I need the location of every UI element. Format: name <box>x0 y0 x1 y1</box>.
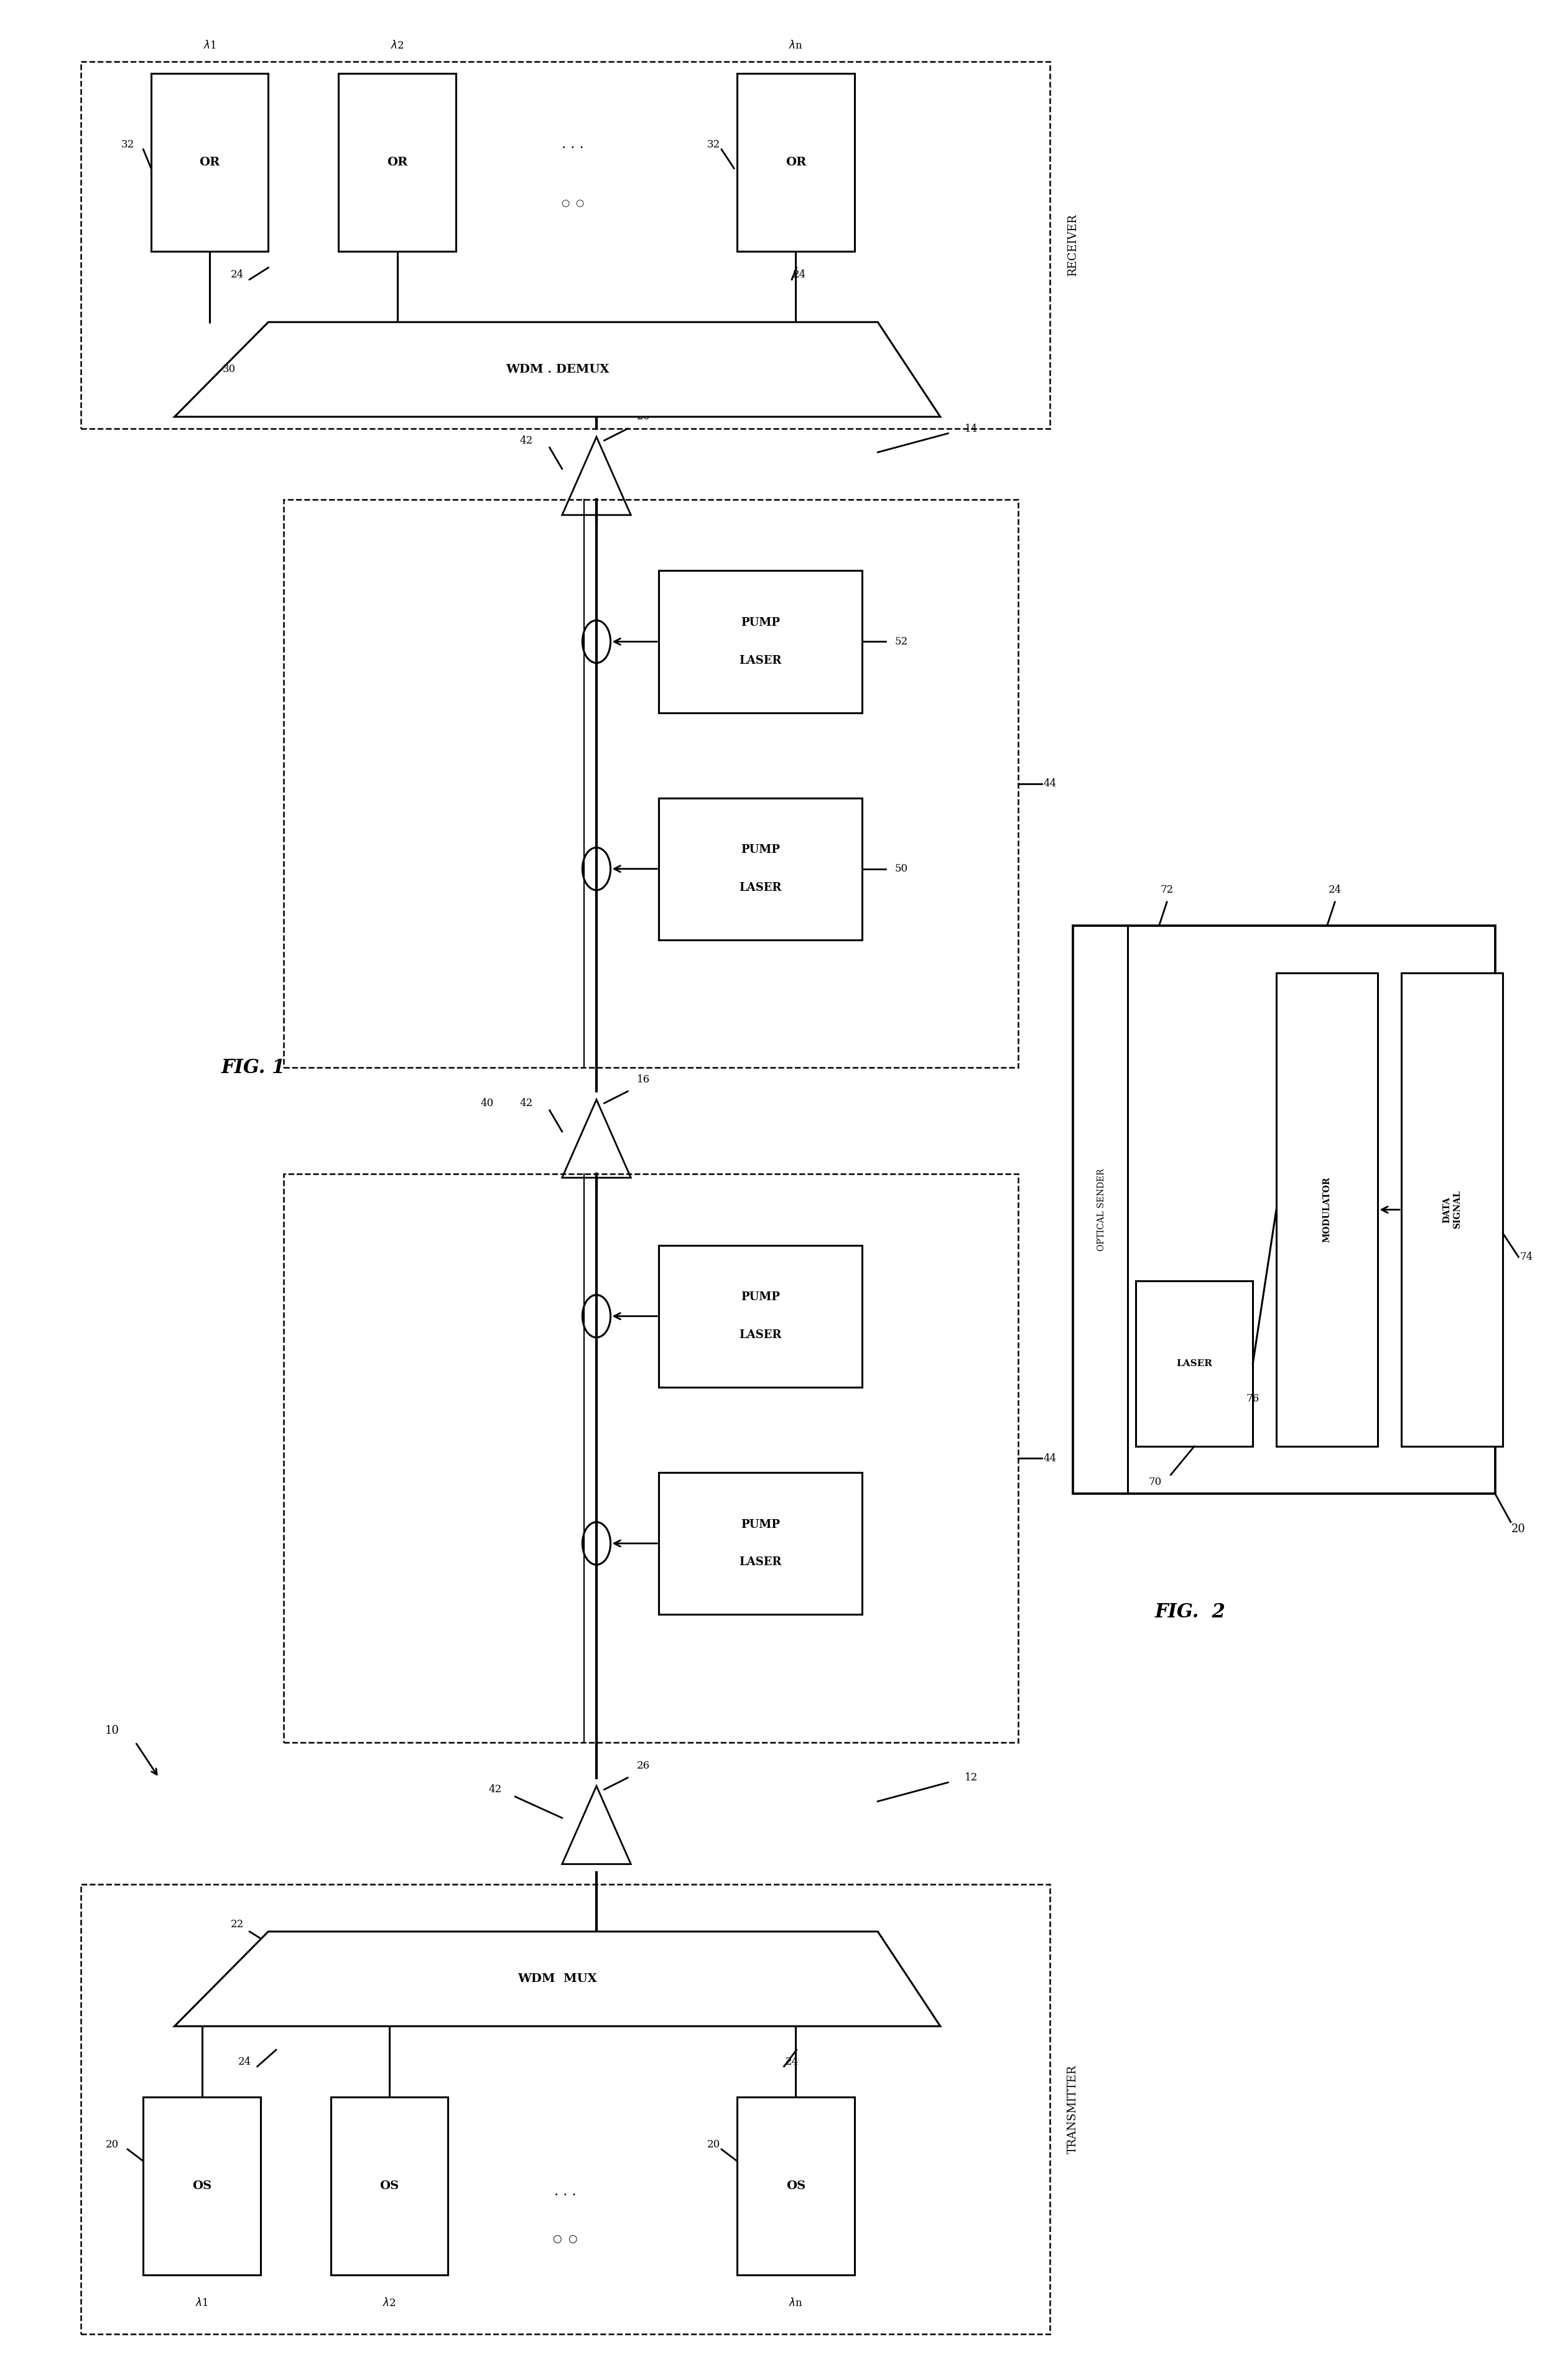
Text: 30: 30 <box>223 365 235 375</box>
Text: OS: OS <box>379 2180 400 2192</box>
Text: OR: OR <box>387 157 408 168</box>
Text: ○  ○: ○ ○ <box>561 199 585 209</box>
Text: 74: 74 <box>1519 1252 1534 1262</box>
Text: RECEIVER: RECEIVER <box>1068 213 1079 275</box>
Text: 44: 44 <box>1043 778 1057 790</box>
Text: 10: 10 <box>105 1724 119 1736</box>
Text: OR: OR <box>199 157 220 168</box>
Bar <box>80 62 1049 429</box>
Bar <box>737 74 855 251</box>
Text: FIG.  2: FIG. 2 <box>1156 1603 1226 1622</box>
Text: . . .: . . . <box>561 138 585 152</box>
Text: 24: 24 <box>786 2057 798 2066</box>
Text: 42: 42 <box>519 434 533 446</box>
Text: 32: 32 <box>121 140 135 149</box>
Text: 76: 76 <box>1247 1395 1259 1404</box>
Text: PUMP: PUMP <box>742 844 781 856</box>
Text: 70: 70 <box>1149 1475 1162 1487</box>
Text: 50: 50 <box>895 863 908 875</box>
Text: WDM  MUX: WDM MUX <box>517 1974 597 1985</box>
Text: 24: 24 <box>238 2057 251 2066</box>
Text: MODULATOR: MODULATOR <box>1323 1177 1331 1243</box>
Bar <box>659 1245 862 1388</box>
Text: LASER: LASER <box>1176 1359 1212 1369</box>
Text: OPTICAL SENDER: OPTICAL SENDER <box>1098 1169 1105 1250</box>
Text: 72: 72 <box>1160 885 1173 897</box>
Text: 52: 52 <box>895 636 908 648</box>
Text: PUMP: PUMP <box>742 1293 781 1302</box>
Text: 14: 14 <box>964 422 978 434</box>
Text: 24: 24 <box>230 270 243 280</box>
Bar <box>659 572 862 712</box>
Text: $\lambda$n: $\lambda$n <box>789 40 803 50</box>
Text: 12: 12 <box>964 1772 978 1784</box>
Text: 20: 20 <box>707 2140 720 2149</box>
Text: 22: 22 <box>230 1919 243 1931</box>
Bar <box>737 2097 855 2275</box>
Text: OS: OS <box>193 2180 212 2192</box>
Text: 20: 20 <box>1512 1523 1526 1535</box>
Text: . . .: . . . <box>554 2185 577 2199</box>
Bar <box>151 74 268 251</box>
Polygon shape <box>174 323 941 417</box>
Bar <box>80 1883 1049 2334</box>
Bar <box>284 500 1019 1067</box>
Text: 26: 26 <box>637 410 649 422</box>
Text: $\lambda$2: $\lambda$2 <box>383 2298 397 2308</box>
Text: 16: 16 <box>637 1075 649 1084</box>
Text: $\lambda$2: $\lambda$2 <box>390 40 405 50</box>
Text: TRANSMITTER: TRANSMITTER <box>1068 2064 1079 2154</box>
Text: OR: OR <box>786 157 806 168</box>
Text: 42: 42 <box>519 1098 533 1108</box>
Bar <box>339 74 456 251</box>
Text: 24: 24 <box>793 270 806 280</box>
Text: PUMP: PUMP <box>742 1518 781 1530</box>
Text: 32: 32 <box>707 140 720 149</box>
Bar <box>659 1473 862 1615</box>
Text: $\lambda$1: $\lambda$1 <box>204 40 216 50</box>
Text: 40: 40 <box>480 1098 494 1108</box>
Text: 20: 20 <box>105 2140 119 2149</box>
Text: ○  ○: ○ ○ <box>554 2234 577 2244</box>
Text: LASER: LASER <box>739 1331 782 1340</box>
Text: LASER: LASER <box>739 655 782 667</box>
Bar <box>1135 1281 1253 1447</box>
Text: LASER: LASER <box>739 882 782 894</box>
Text: $\lambda$n: $\lambda$n <box>789 2298 803 2308</box>
Bar <box>659 797 862 939</box>
Bar <box>284 1174 1019 1741</box>
Text: OS: OS <box>786 2180 806 2192</box>
Bar <box>1402 973 1502 1447</box>
Text: WDM . DEMUX: WDM . DEMUX <box>505 363 610 375</box>
Text: LASER: LASER <box>739 1556 782 1568</box>
Text: 42: 42 <box>488 1784 502 1796</box>
Text: $\lambda$1: $\lambda$1 <box>196 2298 209 2308</box>
Text: 26: 26 <box>637 1760 649 1772</box>
Polygon shape <box>174 1931 941 2026</box>
Text: 24: 24 <box>1328 885 1342 897</box>
Bar <box>1276 973 1378 1447</box>
Text: DATA
SIGNAL: DATA SIGNAL <box>1443 1191 1461 1229</box>
Text: PUMP: PUMP <box>742 617 781 629</box>
Bar <box>1073 925 1494 1494</box>
Text: 44: 44 <box>1043 1454 1057 1464</box>
Bar <box>331 2097 448 2275</box>
Text: FIG. 1: FIG. 1 <box>221 1058 285 1077</box>
Bar <box>143 2097 260 2275</box>
